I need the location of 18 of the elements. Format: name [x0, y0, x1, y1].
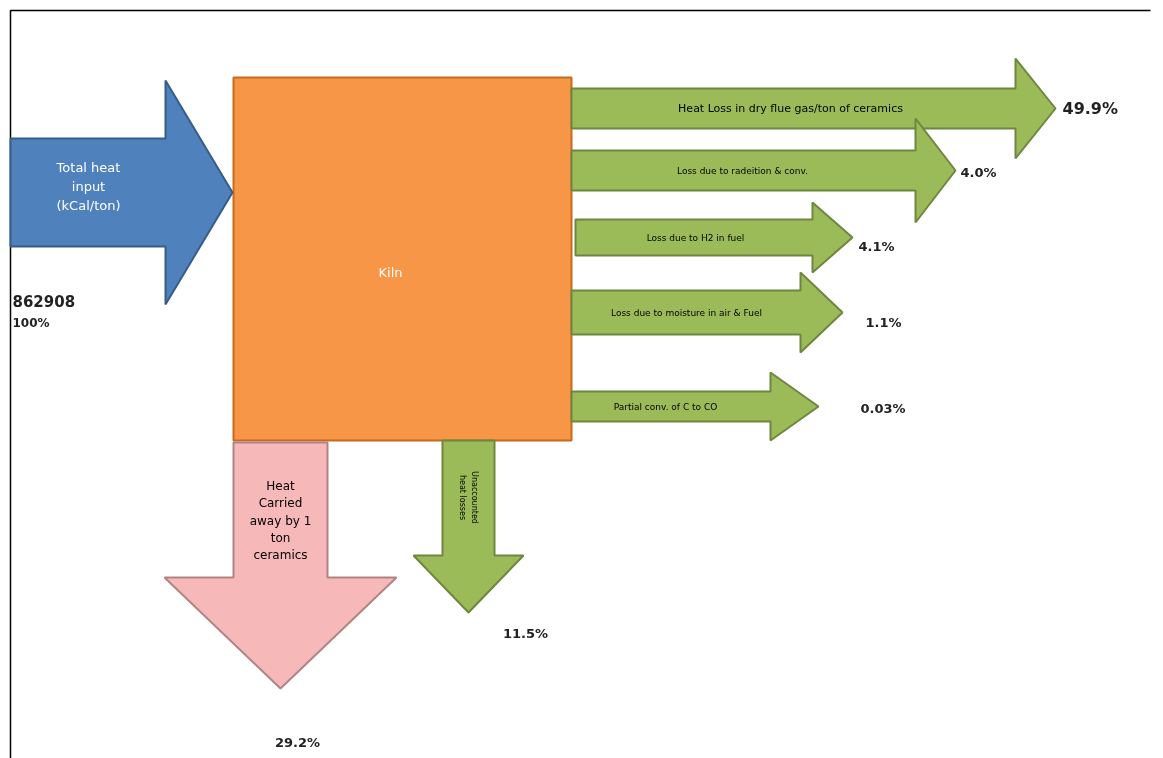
category-label: Heat Loss in dry flue gas/ton of ceramics: [678, 102, 904, 115]
data-label: 0.03%: [860, 401, 906, 416]
category-label: Loss due to radeition & conv.: [677, 165, 808, 176]
category-label: Heat Carried away by 1 ton ceramics: [249, 478, 312, 563]
data-label: 1.1%: [865, 315, 902, 330]
text: Kiln: [378, 265, 403, 280]
data-label: 100%: [12, 315, 50, 330]
category-label: Loss due to moisture in air & Fuel: [611, 307, 762, 318]
category-label: Partial conv. of C to CO: [613, 401, 718, 412]
category-label: Unaccounted heat losses: [458, 471, 479, 524]
text: 862908: [12, 292, 76, 311]
category-label: Loss due to H2 in fuel: [646, 232, 745, 243]
data-label: 4.1%: [858, 239, 895, 254]
data-label: 11.5%: [502, 626, 549, 641]
category-label: Total heat input (kCal/ton): [55, 160, 121, 213]
data-label: 4.0%: [960, 165, 997, 180]
data-label: 49.9%: [1062, 99, 1119, 118]
data-label: 29.2%: [274, 735, 321, 750]
